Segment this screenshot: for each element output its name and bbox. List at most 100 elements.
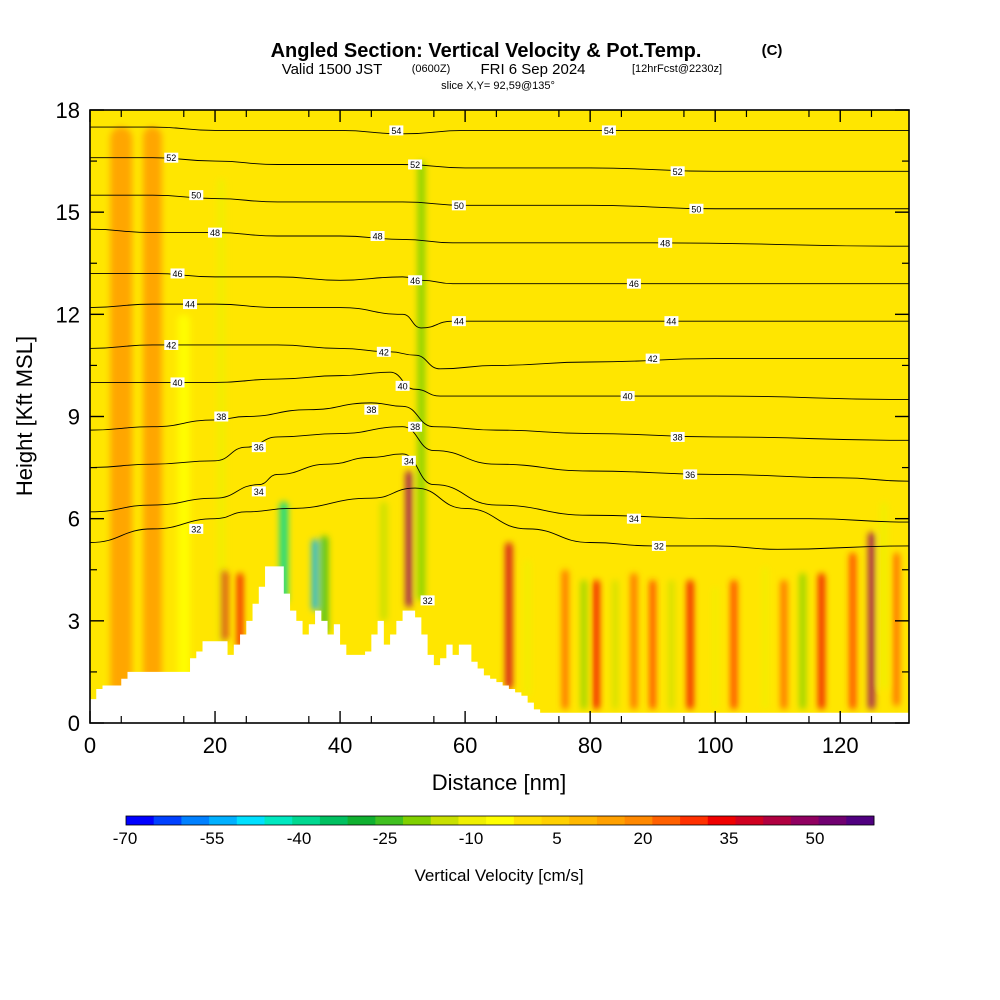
contour-label-32: 32 — [189, 523, 204, 534]
contour-label-box — [683, 469, 698, 480]
colorbar-frame — [125, 815, 875, 826]
valid-time-prefix: Valid 1500 JST — [282, 61, 383, 78]
velocity-feature-21 — [687, 579, 694, 710]
contour-label-5: 50 — [189, 190, 204, 201]
contour-label-box — [626, 278, 641, 289]
colorbar-swatch — [513, 816, 542, 825]
contour-label-box — [364, 404, 379, 415]
contour-label-box — [401, 455, 416, 466]
contour-label-23: 38 — [214, 411, 229, 422]
contour-label-14: 44 — [183, 299, 198, 310]
valid-date: FRI 6 Sep 2024 — [480, 61, 585, 78]
x-tick-label: 20 — [203, 733, 227, 758]
contour-label-box — [408, 421, 423, 432]
contour-40 — [90, 371, 909, 400]
velocity-feature-30 — [880, 501, 888, 689]
x-tick-label: 100 — [697, 733, 734, 758]
contour-label-22: 40 — [620, 391, 635, 402]
contour-label-box — [645, 353, 660, 364]
contour-label-box — [376, 346, 391, 357]
contour-label-box — [664, 316, 679, 327]
contour-label-text: 36 — [254, 443, 264, 453]
colorbar-swatch — [818, 816, 847, 825]
colorbar-swatch — [652, 816, 681, 825]
colorbar-swatch — [486, 816, 515, 825]
velocity-feature-11 — [417, 161, 426, 601]
contour-label-text: 42 — [166, 340, 176, 350]
colorbar-swatch — [403, 816, 432, 825]
contour-label-21: 40 — [395, 380, 410, 391]
velocity-feature-12 — [505, 542, 513, 689]
velocity-feature-1 — [143, 127, 162, 706]
contour-label-text: 40 — [623, 392, 633, 402]
colorbar-swatch — [569, 816, 598, 825]
contour-label-29: 34 — [251, 486, 266, 497]
x-axis-label: Distance [nm] — [432, 770, 567, 795]
contour-label-box — [189, 190, 204, 201]
contour-label-text: 38 — [673, 432, 683, 442]
contour-48 — [90, 228, 909, 247]
contour-label-12: 46 — [408, 275, 423, 286]
colorbar-swatch — [292, 816, 321, 825]
velocity-feature-18 — [630, 573, 638, 710]
velocity-feature-25 — [780, 579, 788, 710]
contour-label-0: 54 — [389, 125, 404, 136]
contour-label-28: 36 — [683, 469, 698, 480]
colorbar-tick-label: 5 — [552, 829, 561, 848]
contour-label-text: 32 — [654, 541, 664, 551]
chart-title-mark: (C) — [762, 42, 783, 59]
contour-label-text: 48 — [210, 228, 220, 238]
colorbar-swatch — [790, 816, 819, 825]
colorbar-swatch — [763, 816, 792, 825]
velocity-feature-13 — [524, 559, 531, 696]
contour-label-box — [451, 316, 466, 327]
contour-label-13: 46 — [626, 278, 641, 289]
y-tick-label: 12 — [56, 302, 80, 327]
contour-label-box — [251, 486, 266, 497]
velocity-feature-29 — [868, 532, 875, 710]
velocity-feature-28 — [849, 552, 856, 710]
colorbar-swatch — [126, 816, 155, 825]
contour-label-box — [164, 339, 179, 350]
colorbar-tick-label: -55 — [200, 829, 225, 848]
velocity-feature-5 — [237, 573, 243, 649]
contour-label-text: 52 — [673, 167, 683, 177]
contour-label-text: 42 — [379, 347, 389, 357]
contour-36 — [90, 426, 909, 482]
contour-label-26: 38 — [670, 431, 685, 442]
contour-label-box — [251, 442, 266, 453]
contour-label-box — [170, 268, 185, 279]
velocity-feature-19 — [649, 579, 656, 710]
x-tick-label: 0 — [84, 733, 96, 758]
colorbar-swatch — [236, 816, 265, 825]
contour-42 — [90, 344, 909, 370]
contour-label-text: 42 — [648, 354, 658, 364]
velocity-feature-17 — [612, 579, 618, 710]
colorbar-tick-label: -40 — [287, 829, 312, 848]
velocity-feature-15 — [581, 579, 587, 710]
velocity-feature-22 — [712, 586, 718, 710]
colorbar-swatch — [181, 816, 210, 825]
contour-label-18: 42 — [376, 346, 391, 357]
contour-label-19: 42 — [645, 353, 660, 364]
contour-label-text: 50 — [454, 201, 464, 211]
contour-label-box — [389, 125, 404, 136]
contour-label-text: 44 — [185, 300, 195, 310]
contour-label-text: 38 — [410, 422, 420, 432]
velocity-feature-14 — [562, 569, 569, 710]
contour-label-text: 44 — [454, 317, 464, 327]
colorbar-tick-label: 35 — [720, 829, 739, 848]
contour-label-2: 52 — [164, 152, 179, 163]
contour-label-text: 44 — [666, 317, 676, 327]
velocity-feature-23 — [730, 579, 738, 710]
contour-label-box — [170, 377, 185, 388]
contour-label-9: 48 — [370, 231, 385, 242]
contour-label-text: 50 — [691, 204, 701, 214]
colorbar-swatch — [596, 816, 626, 825]
contour-label-box — [408, 159, 423, 170]
contour-label-box — [420, 595, 435, 606]
x-tick-label: 120 — [822, 733, 859, 758]
y-tick-label: 6 — [68, 507, 80, 532]
velocity-field — [110, 127, 900, 710]
contour-label-8: 48 — [208, 227, 223, 238]
